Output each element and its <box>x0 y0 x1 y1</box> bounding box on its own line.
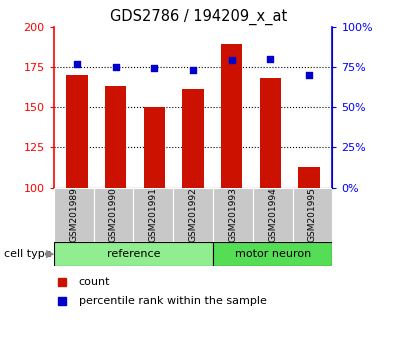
Bar <box>94 188 133 242</box>
Point <box>190 67 196 73</box>
Text: GSM201995: GSM201995 <box>308 188 317 242</box>
Bar <box>182 89 204 188</box>
Text: GSM201992: GSM201992 <box>189 188 197 242</box>
Bar <box>293 188 332 242</box>
Bar <box>213 242 332 266</box>
Bar <box>213 188 253 242</box>
Bar <box>54 188 94 242</box>
Text: GSM201989: GSM201989 <box>69 188 78 242</box>
Point <box>74 61 80 67</box>
Text: GDS2786 / 194209_x_at: GDS2786 / 194209_x_at <box>110 9 288 25</box>
Text: GSM201990: GSM201990 <box>109 188 118 242</box>
Bar <box>221 44 242 188</box>
Bar <box>144 107 165 188</box>
Bar <box>253 188 293 242</box>
Text: cell type: cell type <box>4 249 52 259</box>
Text: count: count <box>79 277 110 287</box>
Point <box>228 58 235 63</box>
Text: motor neuron: motor neuron <box>234 249 311 259</box>
Text: GSM201991: GSM201991 <box>149 188 158 242</box>
Point <box>267 56 273 62</box>
Bar <box>173 188 213 242</box>
Bar <box>298 167 320 188</box>
Text: reference: reference <box>107 249 160 259</box>
Point <box>306 72 312 78</box>
Text: percentile rank within the sample: percentile rank within the sample <box>79 296 267 306</box>
Bar <box>66 75 88 188</box>
Text: GSM201993: GSM201993 <box>228 188 237 242</box>
Point <box>113 64 119 70</box>
Bar <box>105 86 126 188</box>
Point <box>151 65 158 71</box>
Text: GSM201994: GSM201994 <box>268 188 277 242</box>
Text: ▶: ▶ <box>46 249 54 259</box>
Bar <box>260 78 281 188</box>
Bar <box>133 188 173 242</box>
Bar <box>54 242 213 266</box>
